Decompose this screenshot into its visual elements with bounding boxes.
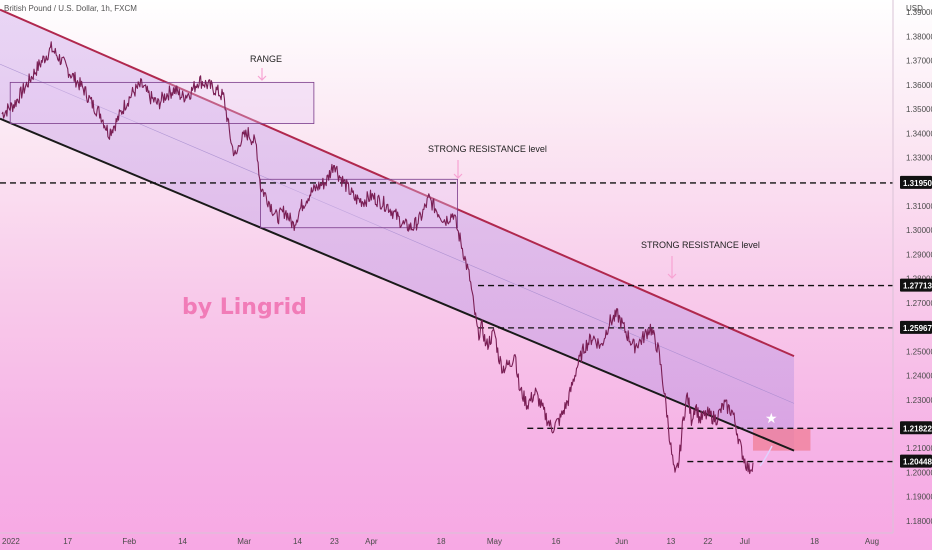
y-tick-label: 1.39000 (906, 8, 932, 17)
strong-resistance-annotation-2: STRONG RESISTANCE level (641, 240, 760, 250)
price-badge (900, 175, 932, 189)
price-badge (900, 454, 932, 468)
y-tick-label: 1.36000 (906, 81, 932, 90)
price-badge (900, 320, 932, 334)
range-arrow (257, 68, 267, 81)
star-icon: ★ (765, 410, 778, 426)
channel-upper-line (0, 8, 795, 358)
x-tick-label: 18 (437, 537, 446, 546)
y-tick-labels[interactable]: 1.18000 1.19000 1.20000 1.21000 1.23000 1.240… (906, 8, 932, 526)
price-badge (900, 421, 932, 435)
channel-fill (0, 9, 795, 451)
resistance-arrow-2 (667, 256, 677, 279)
y-tick-label: 1.38000 (906, 32, 932, 41)
currency-label: USD (906, 4, 923, 13)
x-tick-label: Jul (740, 537, 750, 546)
price-badge (900, 278, 932, 292)
y-tick-label: 1.23000 (906, 396, 932, 405)
x-tick-label: Feb (122, 537, 136, 546)
y-tick-label: 1.25000 (906, 347, 932, 356)
y-tick-label: 1.20000 (906, 468, 932, 477)
chart-title: British Pound / U.S. Dollar, 1h, FXCM (4, 4, 137, 13)
levels-group (0, 182, 893, 463)
y-tick-label: 1.33000 (906, 153, 932, 162)
x-tick-label: 22 (703, 537, 712, 546)
x-tick-label: May (487, 537, 502, 546)
x-tick-label: Apr (365, 537, 378, 546)
channel-mid-line (0, 63, 795, 404)
x-tick-label: Aug (865, 537, 879, 546)
y-tick-label: 1.21000 (906, 444, 932, 453)
x-tick-label: 23 (330, 537, 339, 546)
y-tick-label: 1.18000 (906, 517, 932, 526)
channel-group (0, 8, 811, 452)
y-tick-label: 1.34000 (906, 129, 932, 138)
x-tick-label: 18 (810, 537, 819, 546)
y-tick-label: 1.31000 (906, 202, 932, 211)
x-tick-labels[interactable]: 2022 17 Feb 14 Mar 14 23 Apr 18 May 16 Jun 13 22 Jul 18… (2, 537, 879, 546)
target-zone (752, 428, 811, 451)
price-badge-label: 1.21822 (903, 424, 932, 433)
price-line (1, 41, 754, 475)
channel-lower-line (0, 117, 795, 452)
price-badge-label: 1.20448 (903, 458, 932, 467)
watermark-text: by Lingrid (182, 295, 307, 320)
x-tick-label: 14 (293, 537, 302, 546)
x-tick-label: 16 (552, 537, 561, 546)
x-tick-label: 13 (666, 537, 675, 546)
x-tick-label: Jun (615, 537, 628, 546)
y-tick-label: 1.19000 (906, 493, 932, 502)
projection-arrow (759, 445, 773, 467)
x-tick-label: 17 (63, 537, 72, 546)
resistance-arrow-1 (453, 160, 463, 179)
y-tick-label: 1.37000 (906, 57, 932, 66)
x-tick-label: Mar (237, 537, 251, 546)
y-tick-label: 1.27000 (906, 299, 932, 308)
x-tick-label: 2022 (2, 537, 20, 546)
price-badge-label: 1.25967 (903, 324, 932, 333)
range-box (9, 81, 315, 124)
range-box (260, 178, 458, 229)
y-tick-label: 1.35000 (906, 105, 932, 114)
y-tick-label: 1.30000 (906, 226, 932, 235)
price-badge-label: 1.31950 (903, 179, 932, 188)
strong-resistance-annotation-1: STRONG RESISTANCE level (428, 144, 547, 154)
price-badge-label: 1.27713 (903, 282, 932, 291)
price-series-group (1, 41, 754, 475)
y-tick-label: 1.29000 (906, 250, 932, 259)
y-tick-label: 1.24000 (906, 372, 932, 381)
axes-group: British Pound / U.S. Dollar, 1h, FXCM US… (0, 0, 923, 534)
price-badges: 1.31950 1.27713 1.25967 1.21822 1.20448 (900, 175, 932, 468)
range-annotation: RANGE (250, 54, 282, 64)
x-tick-label: 14 (178, 537, 187, 546)
annotations-group: RANGE STRONG RESISTANCE level STRONG RES… (182, 54, 778, 467)
